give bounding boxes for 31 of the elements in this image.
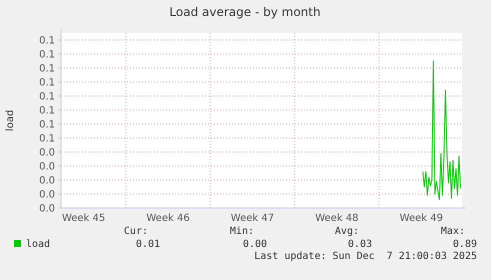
x-tick-label: Week 45 <box>62 213 106 224</box>
y-tick-label: 0.1 <box>39 64 55 74</box>
text: 0.01 <box>136 239 160 250</box>
legend-label: load <box>26 239 50 250</box>
text: Max: <box>440 226 465 237</box>
y-tick-label: 0.1 <box>39 36 55 46</box>
text: 0.89 <box>452 239 477 250</box>
text: 0.00 <box>242 239 267 250</box>
text: Last update: Sun Dec 7 21:00:03 2025 <box>254 251 477 262</box>
x-tick-label: Week 49 <box>400 213 443 224</box>
y-tick-label: 0.1 <box>39 50 55 60</box>
y-tick-label: 0.1 <box>39 106 55 116</box>
text: Avg: <box>334 226 359 237</box>
y-tick-label: 0.1 <box>39 78 55 88</box>
y-axis-title: load <box>5 110 16 132</box>
y-tick-label: 0.1 <box>39 134 55 144</box>
y-tick-label: 0.0 <box>39 148 55 158</box>
x-tick-label: Week 48 <box>315 213 359 224</box>
text: Min: <box>230 226 254 237</box>
y-tick-label: 0.0 <box>39 204 55 214</box>
x-tick-label: Week 47 <box>230 213 274 224</box>
text: 0.03 <box>348 239 372 250</box>
line-series <box>422 60 461 200</box>
y-tick-label: 0.1 <box>39 120 55 130</box>
y-tick-label: 0.1 <box>39 92 55 102</box>
x-tick-label: Week 46 <box>146 213 190 224</box>
y-tick-label: 0.0 <box>39 162 55 172</box>
y-tick-label: 0.0 <box>39 190 55 200</box>
y-tick-label: 0.0 <box>39 176 55 186</box>
chart-title: Load average - by month <box>169 5 321 19</box>
text: Cur: <box>124 226 148 237</box>
